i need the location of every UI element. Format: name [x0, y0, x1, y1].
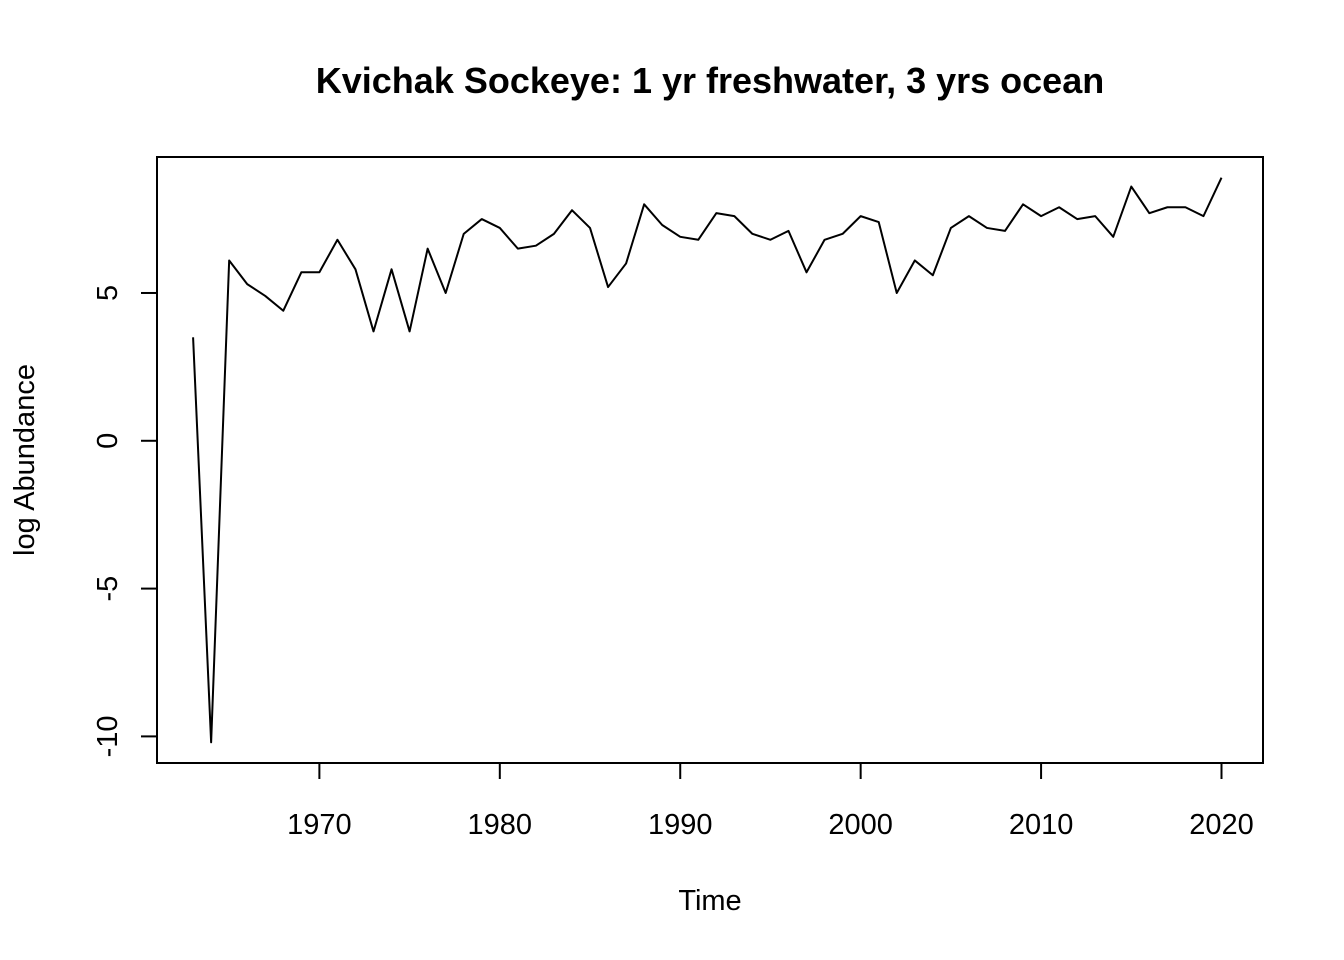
x-axis: 1970 1980 1990 2000 2010 2020	[287, 762, 1254, 841]
y-tick-label: 0	[92, 433, 124, 449]
x-tick-label: 2020	[1189, 809, 1254, 841]
y-axis-label: log Abundance	[9, 364, 41, 556]
y-tick-label: 5	[92, 285, 124, 301]
x-tick-label: 1980	[468, 809, 533, 841]
series-layer	[192, 177, 1223, 744]
x-axis-label: Time	[678, 885, 741, 917]
series-line	[192, 177, 1223, 744]
plot-frame	[156, 156, 1264, 764]
x-tick-label: 2000	[828, 809, 893, 841]
y-axis: -10 -5 0 5	[92, 285, 158, 757]
x-tick-label: 1970	[287, 809, 352, 841]
y-tick-label: -10	[92, 715, 124, 757]
y-tick-label: -5	[92, 576, 124, 602]
x-tick-label: 1990	[648, 809, 713, 841]
x-tick-label: 2010	[1009, 809, 1074, 841]
chart-title: Kvichak Sockeye: 1 yr freshwater, 3 yrs …	[316, 60, 1104, 101]
